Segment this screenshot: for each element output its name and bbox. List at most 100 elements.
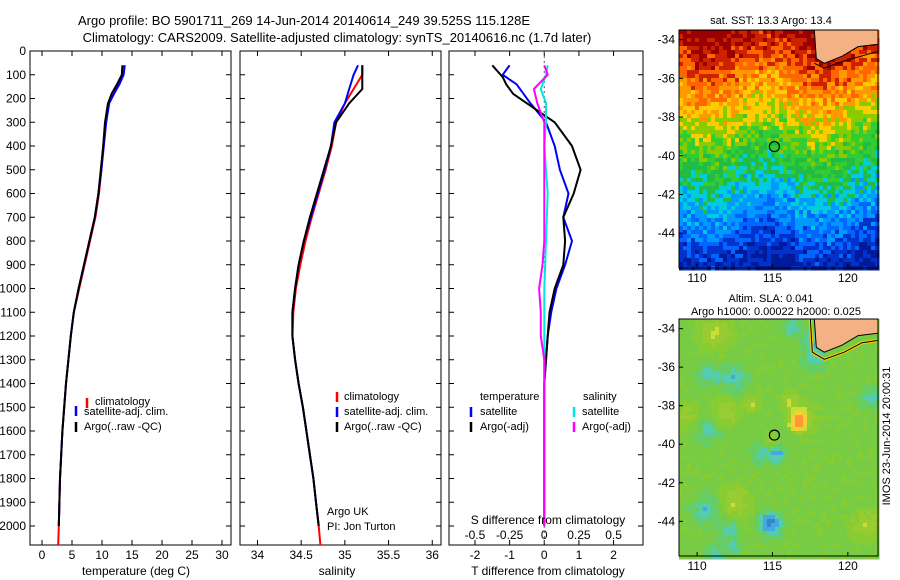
map-cell <box>751 455 756 460</box>
map-cell <box>875 379 880 384</box>
map-cell <box>831 222 836 227</box>
map-cell <box>859 62 864 67</box>
map-cell <box>719 403 724 408</box>
depth-tick-label: 0 <box>19 44 26 58</box>
map-cell <box>843 98 848 103</box>
map-cell <box>779 102 784 107</box>
map-cell <box>739 114 744 119</box>
map-cell <box>743 162 748 167</box>
map-cell <box>835 258 840 263</box>
map-cell <box>799 375 804 380</box>
map-cell <box>803 186 808 191</box>
map-cell <box>843 391 848 396</box>
map-cell <box>811 411 816 416</box>
map-cell <box>747 435 752 440</box>
map-cell <box>779 363 784 368</box>
map-cell <box>731 198 736 203</box>
map-cell <box>719 38 724 43</box>
legend-argo: Argo(..raw -QC) <box>84 421 162 433</box>
map-cell <box>775 82 780 87</box>
map-cell <box>823 198 828 203</box>
map-cell <box>851 138 856 143</box>
map-cell <box>815 154 820 159</box>
map-cell <box>687 335 692 340</box>
map-cell <box>799 54 804 59</box>
map-cell <box>759 186 764 191</box>
map-cell <box>859 451 864 456</box>
map-cell <box>791 110 796 115</box>
map-cell <box>763 170 768 175</box>
map-cell <box>759 158 764 163</box>
map-cell <box>831 158 836 163</box>
map-cell <box>679 142 684 147</box>
map-cell <box>727 395 732 400</box>
map-cell <box>719 415 724 420</box>
map-cell <box>875 82 880 87</box>
map-cell <box>687 447 692 452</box>
map-cell <box>731 54 736 59</box>
map-cell <box>703 455 708 460</box>
map-cell <box>723 234 728 239</box>
map-cell <box>679 214 684 219</box>
map-cell <box>771 194 776 199</box>
map-cell <box>803 427 808 432</box>
map-cell <box>703 118 708 123</box>
map-cell <box>867 387 872 392</box>
map-cell <box>815 178 820 183</box>
map-cell <box>807 210 812 215</box>
map-cell <box>787 106 792 111</box>
map-cell <box>691 198 696 203</box>
map-cell <box>859 154 864 159</box>
map-cell <box>807 194 812 199</box>
map-cell <box>787 359 792 364</box>
map-cell <box>763 323 768 328</box>
map-cell <box>839 246 844 251</box>
map-cell <box>703 206 708 211</box>
map-cell <box>695 331 700 336</box>
map-cell <box>851 106 856 111</box>
map-cell <box>783 375 788 380</box>
map-cell <box>719 198 724 203</box>
map-cell <box>719 110 724 115</box>
map-cell <box>691 34 696 39</box>
map-cell <box>715 186 720 191</box>
map-cell <box>783 331 788 336</box>
map-cell <box>759 258 764 263</box>
map-cell <box>827 411 832 416</box>
map-cell <box>811 234 816 239</box>
map-cell <box>751 238 756 243</box>
map-cell <box>847 170 852 175</box>
map-cell <box>719 166 724 171</box>
map-cell <box>771 42 776 47</box>
map-cell <box>711 423 716 428</box>
map-cell <box>811 210 816 215</box>
map-cell <box>855 399 860 404</box>
map-cell <box>699 323 704 328</box>
map-cell <box>811 54 816 59</box>
map-cell <box>715 327 720 332</box>
map-cell <box>751 451 756 456</box>
map-cell <box>715 206 720 211</box>
map-cell <box>799 407 804 412</box>
map-cell <box>795 70 800 75</box>
map-cell <box>811 74 816 79</box>
diff-legend: temperature satellite Argo(-adj) salinit… <box>469 391 631 433</box>
map-cell <box>807 62 812 67</box>
map-cell <box>791 242 796 247</box>
map-cell <box>771 427 776 432</box>
map-cell <box>731 222 736 227</box>
map-cell <box>799 258 804 263</box>
map-cell <box>683 427 688 432</box>
map-cell <box>679 210 684 215</box>
map-cell <box>699 359 704 364</box>
map-cell <box>711 359 716 364</box>
x-tick-label: 30 <box>215 548 229 562</box>
map-cell <box>851 122 856 127</box>
map-cell <box>775 50 780 55</box>
map-cell <box>699 38 704 43</box>
map-cell <box>767 230 772 235</box>
map-cell <box>759 323 764 328</box>
map-cell <box>815 371 820 376</box>
map-cell <box>871 142 876 147</box>
map-cell <box>699 335 704 340</box>
